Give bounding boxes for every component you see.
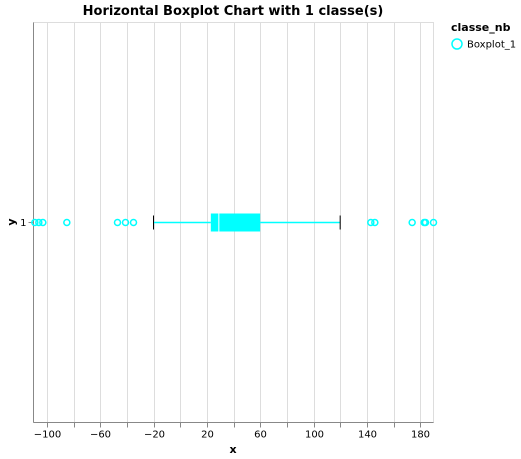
- x-tick-label: −100: [34, 430, 61, 441]
- outlier-point: [121, 218, 130, 227]
- y-tick-label: 1: [20, 218, 26, 229]
- outlier-point: [371, 218, 379, 227]
- legend-symbol: [451, 38, 463, 50]
- box-iqr: [210, 213, 261, 232]
- boxplot-series: [31, 213, 438, 232]
- outlier-point: [113, 218, 122, 227]
- x-axis-title: x: [229, 443, 236, 456]
- outlier-point: [408, 218, 416, 227]
- outlier-point: [35, 218, 43, 227]
- outlier-point: [129, 218, 138, 227]
- x-tick-label: 180: [411, 430, 430, 441]
- x-tick-label: −60: [90, 430, 111, 441]
- x-tick-label: 100: [305, 430, 324, 441]
- y-axis-title: y: [5, 218, 18, 225]
- legend: classe_nb Boxplot_1: [451, 21, 516, 51]
- outlier-point: [421, 218, 430, 227]
- y-axis: 1: [20, 22, 34, 423]
- x-tick-label: 20: [201, 430, 214, 441]
- x-axis: −100 −60 −20 20 60 100 140 180: [33, 422, 434, 441]
- outlier-point: [39, 218, 47, 227]
- outlier-point: [429, 218, 438, 227]
- x-tick-label: −20: [144, 430, 165, 441]
- outlier-point: [63, 218, 71, 227]
- outlier-point: [367, 218, 375, 227]
- x-tick-label: 140: [358, 430, 377, 441]
- legend-label: Boxplot_1: [467, 40, 516, 51]
- legend-title: classe_nb: [451, 21, 511, 34]
- outlier-point: [31, 218, 39, 227]
- x-tick-label: 60: [254, 430, 267, 441]
- chart-title: Horizontal Boxplot Chart with 1 classe(s…: [83, 4, 384, 19]
